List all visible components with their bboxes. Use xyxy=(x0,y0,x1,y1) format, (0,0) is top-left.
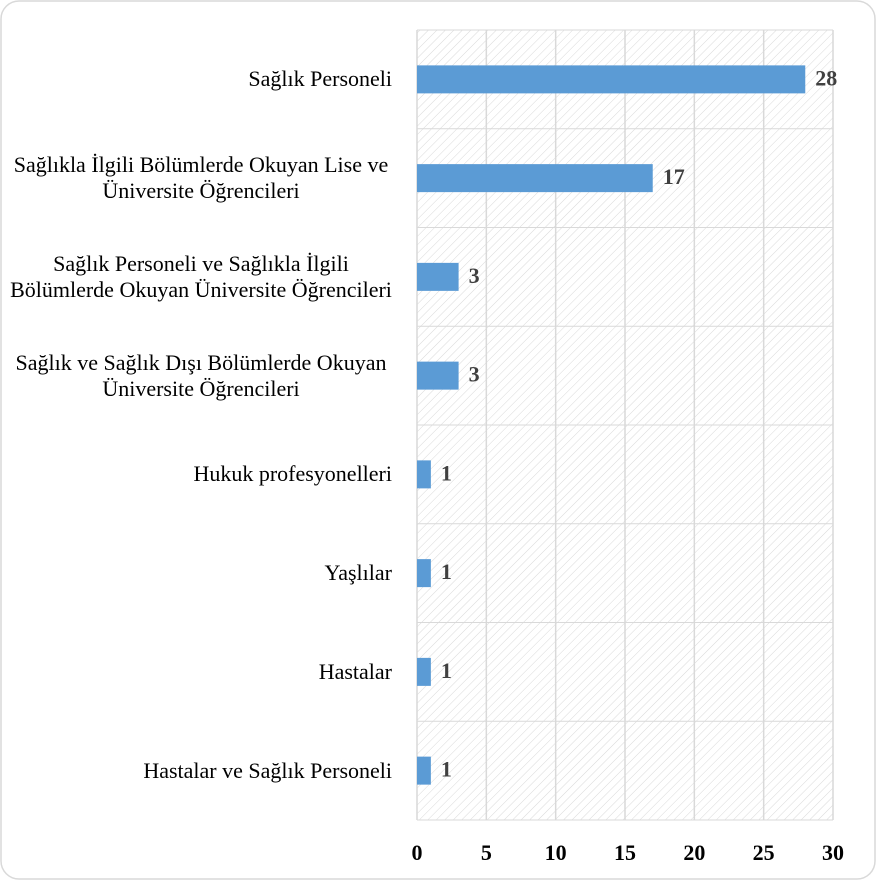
value-label: 1 xyxy=(441,757,452,782)
value-label: 17 xyxy=(663,164,685,189)
value-label: 3 xyxy=(469,362,480,387)
y-tick-label: Hukuk profesyonelleri xyxy=(193,461,392,487)
value-label: 3 xyxy=(469,263,480,288)
y-tick-label: Hastalar ve Sağlık Personeli xyxy=(143,757,392,783)
x-tick-label: 25 xyxy=(753,840,775,865)
value-label: 1 xyxy=(441,658,452,683)
x-tick-label: 5 xyxy=(481,840,492,865)
bar xyxy=(417,460,431,489)
y-tick-label: Sağlıkla İlgili Bölümlerde Okuyan Lise v… xyxy=(13,152,389,204)
y-tick-label: Sağlık Personeli xyxy=(248,66,392,92)
bar xyxy=(417,657,431,686)
bar xyxy=(417,262,459,291)
x-tick-label: 30 xyxy=(822,840,844,865)
y-tick-label: Sağlık ve Sağlık Dışı Bölümlerde Okuyan … xyxy=(15,349,387,401)
value-label: 1 xyxy=(441,460,452,485)
category-row: Hastalar ve Sağlık Personeli xyxy=(10,721,392,820)
bar xyxy=(417,65,806,94)
x-tick-label: 20 xyxy=(683,840,705,865)
x-tick-label: 15 xyxy=(614,840,636,865)
category-row: Sağlık Personeli ve Sağlıkla İlgili Bölü… xyxy=(10,228,392,327)
category-row: Sağlıkla İlgili Bölümlerde Okuyan Lise v… xyxy=(10,129,392,228)
category-row: Sağlık Personeli xyxy=(10,30,392,129)
y-tick-label: Hastalar xyxy=(318,658,392,684)
value-label: 28 xyxy=(815,65,837,90)
bar xyxy=(417,559,431,588)
value-label: 1 xyxy=(441,559,452,584)
category-row: Hastalar xyxy=(10,623,392,722)
category-row: Yaşlılar xyxy=(10,524,392,623)
x-tick-label: 0 xyxy=(412,840,423,865)
y-tick-label: Yaşlılar xyxy=(324,560,392,586)
category-row: Sağlık ve Sağlık Dışı Bölümlerde Okuyan … xyxy=(10,326,392,425)
bar xyxy=(417,361,459,390)
category-row: Hukuk profesyonelleri xyxy=(10,425,392,524)
bar xyxy=(417,164,653,193)
x-tick-label: 10 xyxy=(545,840,567,865)
bar xyxy=(417,756,431,785)
y-tick-label: Sağlık Personeli ve Sağlıkla İlgili Bölü… xyxy=(10,250,392,302)
